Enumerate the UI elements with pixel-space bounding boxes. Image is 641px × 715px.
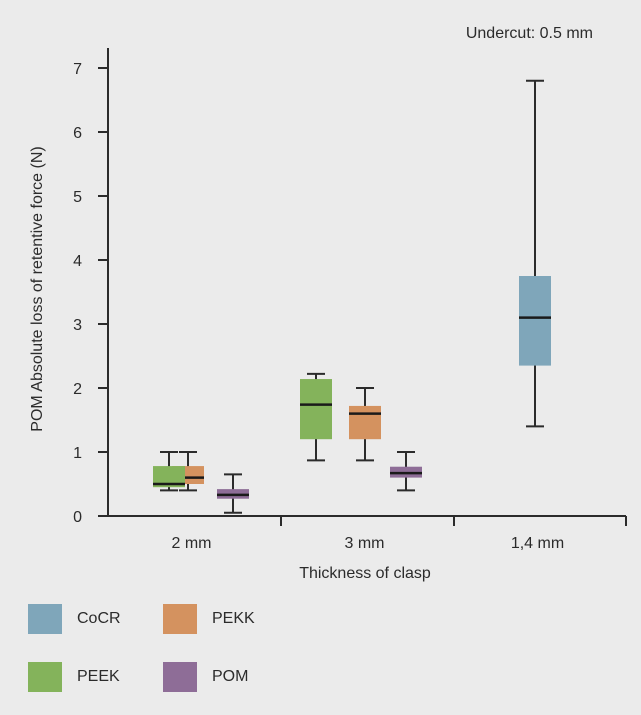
legend-label-pekk: PEKK bbox=[212, 610, 255, 627]
box-cocr-14mm bbox=[519, 79, 551, 428]
legend: CoCR PEKK PEEK POM bbox=[28, 604, 298, 692]
legend-item-pom: POM bbox=[163, 662, 298, 692]
axes: 0 1 2 3 4 5 6 7 2 mm 3 mm 1,4 mm bbox=[73, 48, 627, 552]
x-axis-label: Thickness of clasp bbox=[299, 565, 431, 582]
legend-swatch-pekk bbox=[163, 604, 197, 634]
legend-item-peek: PEEK bbox=[28, 662, 163, 692]
y-tick-label: 3 bbox=[73, 317, 82, 334]
x-tick-label: 3 mm bbox=[345, 535, 385, 552]
legend-item-pekk: PEKK bbox=[163, 604, 298, 634]
box-peek-3mm bbox=[300, 372, 332, 462]
iqr-box bbox=[349, 405, 381, 440]
y-tick-label: 4 bbox=[73, 253, 82, 270]
legend-swatch-peek bbox=[28, 662, 62, 692]
y-tick-label: 2 bbox=[73, 381, 82, 398]
box-peek-2mm bbox=[153, 451, 185, 492]
box-plot-chart: Undercut: 0.5 mm POM Absolute loss of re… bbox=[29, 25, 627, 582]
iqr-box bbox=[153, 466, 185, 488]
legend-label-pom: POM bbox=[212, 668, 249, 685]
undercut-annotation: Undercut: 0.5 mm bbox=[466, 25, 593, 42]
legend-label-peek: PEEK bbox=[77, 668, 120, 685]
iqr-box bbox=[300, 379, 332, 440]
y-tick-label: 1 bbox=[73, 445, 82, 462]
legend-swatch-pom bbox=[163, 662, 197, 692]
legend-label-cocr: CoCR bbox=[77, 610, 121, 627]
legend-swatch-cocr bbox=[28, 604, 62, 634]
box-pom-2mm bbox=[217, 473, 249, 514]
x-tick-label: 2 mm bbox=[172, 535, 212, 552]
y-tick-label: 6 bbox=[73, 125, 82, 142]
box-pekk-3mm bbox=[349, 387, 381, 462]
y-tick-label: 5 bbox=[73, 189, 82, 206]
y-tick-label: 7 bbox=[73, 61, 82, 78]
y-tick-label: 0 bbox=[73, 509, 82, 526]
box-plots bbox=[153, 79, 551, 514]
box-pom-3mm bbox=[390, 451, 422, 492]
y-axis-label: POM Absolute loss of retentive force (N) bbox=[29, 146, 46, 431]
iqr-box bbox=[519, 276, 551, 366]
legend-item-cocr: CoCR bbox=[28, 604, 163, 634]
x-tick-label: 1,4 mm bbox=[511, 535, 564, 552]
